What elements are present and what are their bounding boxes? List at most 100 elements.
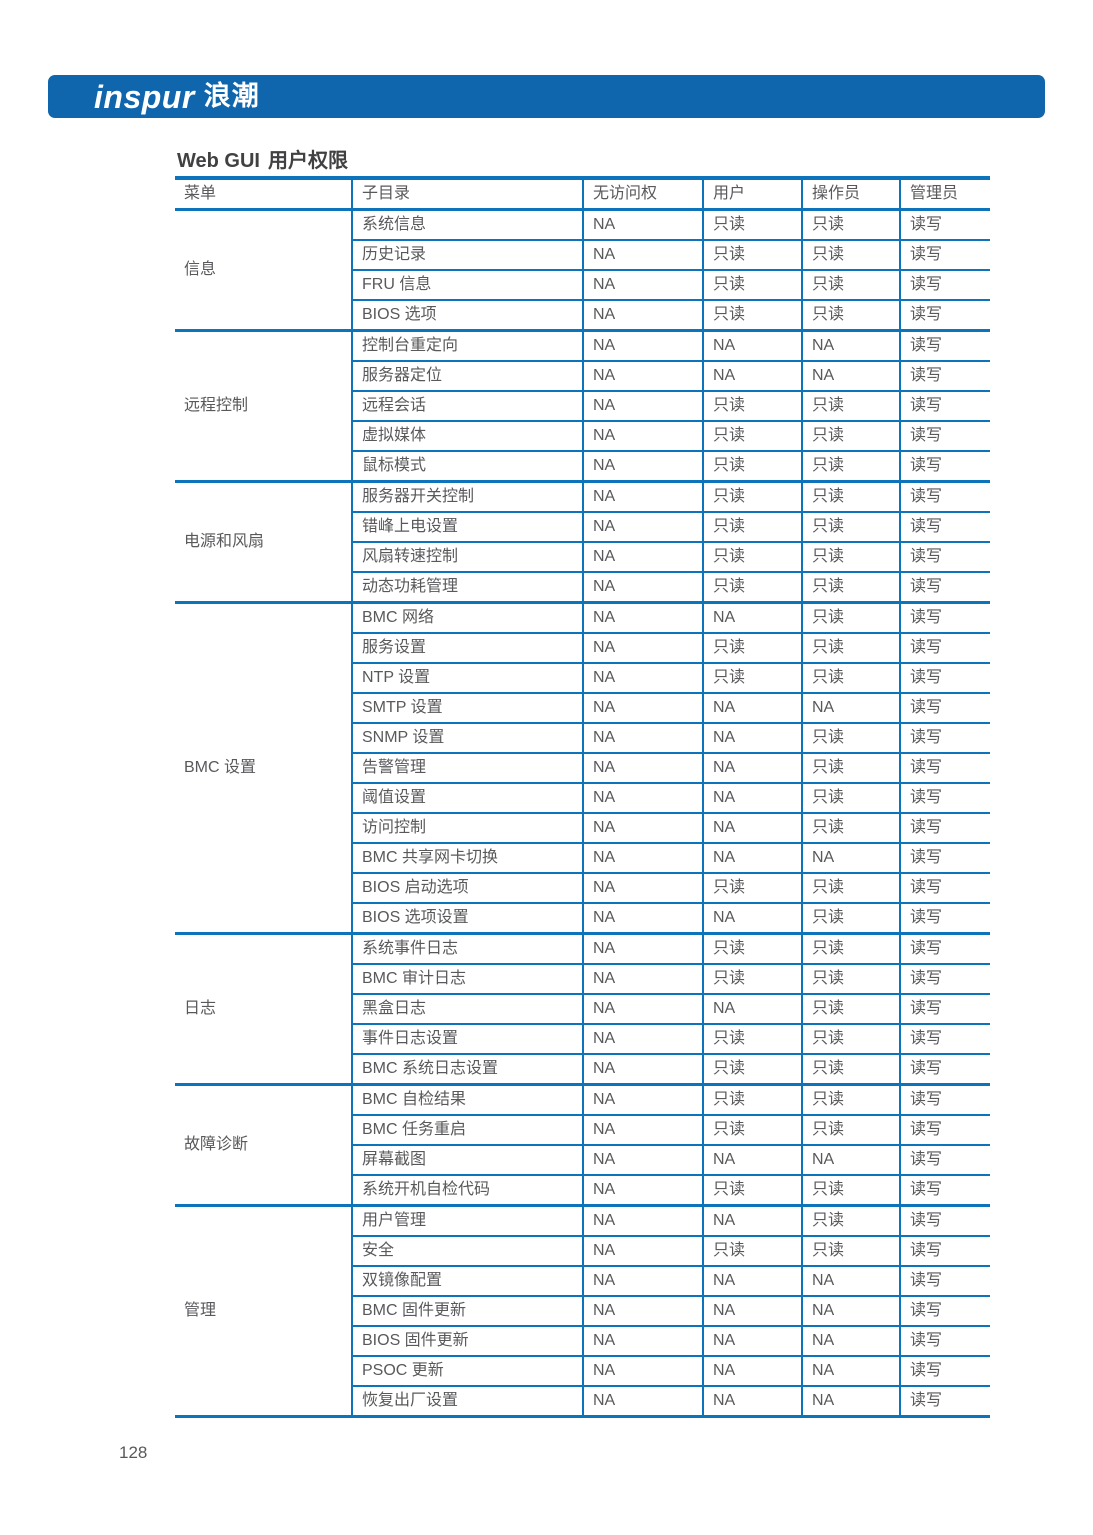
permission-cell: 读写 xyxy=(899,633,990,664)
permission-cell: NA xyxy=(582,723,703,754)
permission-cell: 读写 xyxy=(899,1326,990,1357)
menu-group-cell: 管理 xyxy=(175,1205,352,1418)
permission-cell: NA xyxy=(702,1145,802,1176)
permission-cell: NA xyxy=(582,209,703,241)
permission-cell: 只读 xyxy=(801,391,900,422)
subdirectory-cell: BIOS 选项设置 xyxy=(351,903,583,935)
permission-cell: 只读 xyxy=(801,663,900,694)
permission-cell: NA xyxy=(582,1296,703,1327)
subdirectory-cell: 虚拟媒体 xyxy=(351,421,583,452)
permission-cell: NA xyxy=(582,391,703,422)
permission-cell: 只读 xyxy=(801,240,900,271)
section-title: Web GUI 用户权限 xyxy=(177,144,348,173)
permission-cell: 只读 xyxy=(801,572,900,604)
permissions-table-body: 信息 系统信息 NA 只读 只读 读写 历史记录 NA 只读 只读 读写 FRU 信息 NA 只读 只读 读写… xyxy=(175,209,990,1418)
permission-cell: 只读 xyxy=(702,964,802,995)
permission-cell: NA xyxy=(702,813,802,844)
subdirectory-cell: BMC 审计日志 xyxy=(351,964,583,995)
permission-cell: 只读 xyxy=(702,1115,802,1146)
menu-group-cell: 故障诊断 xyxy=(175,1084,352,1207)
permission-cell: NA xyxy=(582,300,703,332)
permission-cell: 只读 xyxy=(801,873,900,904)
subdirectory-cell: 恢复出厂设置 xyxy=(351,1386,583,1418)
permission-cell: NA xyxy=(801,1326,900,1357)
table-row: BMC 系统日志设置 NA 只读 只读 读写 xyxy=(175,1054,990,1086)
page-number: 128 xyxy=(119,1443,148,1462)
permission-cell: 读写 xyxy=(899,1356,990,1387)
permission-cell: 只读 xyxy=(801,542,900,573)
table-row: 信息 系统信息 NA 只读 只读 读写 xyxy=(175,209,990,332)
permission-cell: NA xyxy=(582,1115,703,1146)
table-row: BMC 审计日志 NA 只读 只读 读写 xyxy=(175,964,990,995)
permission-cell: 只读 xyxy=(801,1175,900,1207)
permission-cell: 读写 xyxy=(899,693,990,724)
col-header-administrator: 管理员 xyxy=(899,176,990,211)
permission-cell: 读写 xyxy=(899,421,990,452)
permission-cell: NA xyxy=(801,1296,900,1327)
permission-cell: NA xyxy=(582,933,703,965)
permission-cell: NA xyxy=(582,1236,703,1267)
permission-cell: 只读 xyxy=(702,451,802,483)
permission-cell: 只读 xyxy=(702,209,802,241)
permission-cell: 读写 xyxy=(899,300,990,332)
permission-cell: 只读 xyxy=(702,663,802,694)
permission-cell: 只读 xyxy=(702,1054,802,1086)
table-row: BIOS 选项设置 NA NA 只读 读写 xyxy=(175,903,990,935)
permission-cell: 读写 xyxy=(899,512,990,543)
permission-cell: 只读 xyxy=(801,753,900,784)
permission-cell: NA xyxy=(801,693,900,724)
inspur-logo-chinese: 浪潮 xyxy=(203,81,260,111)
permission-cell: NA xyxy=(702,843,802,874)
permission-cell: NA xyxy=(582,903,703,935)
permission-cell: 读写 xyxy=(899,1145,990,1176)
permission-cell: 只读 xyxy=(801,633,900,664)
menu-group-cell: 日志 xyxy=(175,933,352,1086)
permission-cell: 只读 xyxy=(801,602,900,634)
permission-cell: NA xyxy=(702,723,802,754)
subdirectory-cell: 阈值设置 xyxy=(351,783,583,814)
subdirectory-cell: BMC 自检结果 xyxy=(351,1084,583,1116)
permission-cell: NA xyxy=(582,1024,703,1055)
permission-cell: 只读 xyxy=(801,994,900,1025)
permissions-table: 菜单 子目录 无访问权 用户 操作员 管理员 信息 系统信息 NA 只读 只读 读写 历史记… xyxy=(175,176,990,1418)
permission-cell: 只读 xyxy=(801,1236,900,1267)
permission-cell: NA xyxy=(702,1205,802,1237)
permission-cell: NA xyxy=(702,693,802,724)
permission-cell: NA xyxy=(582,1386,703,1418)
table-row: 服务设置 NA 只读 只读 读写 xyxy=(175,633,990,664)
table-row: 鼠标模式 NA 只读 只读 读写 xyxy=(175,451,990,483)
table-row: 安全 NA 只读 只读 读写 xyxy=(175,1236,990,1267)
subdirectory-cell: BMC 网络 xyxy=(351,602,583,634)
permission-cell: NA xyxy=(582,270,703,301)
permission-cell: NA xyxy=(702,1266,802,1297)
permission-cell: NA xyxy=(801,330,900,362)
permission-cell: NA xyxy=(702,602,802,634)
permission-cell: NA xyxy=(582,602,703,634)
subdirectory-cell: BMC 固件更新 xyxy=(351,1296,583,1327)
permission-cell: 读写 xyxy=(899,753,990,784)
permission-cell: NA xyxy=(801,1266,900,1297)
subdirectory-cell: 屏幕截图 xyxy=(351,1145,583,1176)
permission-cell: 读写 xyxy=(899,330,990,362)
menu-group-cell: 电源和风扇 xyxy=(175,481,352,604)
permission-cell: 读写 xyxy=(899,481,990,513)
permission-cell: NA xyxy=(582,1175,703,1207)
permission-cell: NA xyxy=(582,663,703,694)
permission-cell: NA xyxy=(582,964,703,995)
table-row: 故障诊断 BMC 自检结果 NA 只读 只读 读写 xyxy=(175,1084,990,1207)
permission-cell: 读写 xyxy=(899,994,990,1025)
permission-cell: 只读 xyxy=(702,542,802,573)
permission-cell: 只读 xyxy=(801,1024,900,1055)
table-row: BIOS 固件更新 NA NA NA 读写 xyxy=(175,1326,990,1357)
table-row: FRU 信息 NA 只读 只读 读写 xyxy=(175,270,990,301)
permission-cell: 读写 xyxy=(899,1266,990,1297)
permission-cell: NA xyxy=(582,330,703,362)
permission-cell: NA xyxy=(801,1145,900,1176)
permission-cell: NA xyxy=(801,1356,900,1387)
permission-cell: 只读 xyxy=(702,270,802,301)
permission-cell: NA xyxy=(702,330,802,362)
permission-cell: 读写 xyxy=(899,1115,990,1146)
permission-cell: NA xyxy=(702,1356,802,1387)
permission-cell: NA xyxy=(582,1084,703,1116)
table-row: 远程会话 NA 只读 只读 读写 xyxy=(175,391,990,422)
